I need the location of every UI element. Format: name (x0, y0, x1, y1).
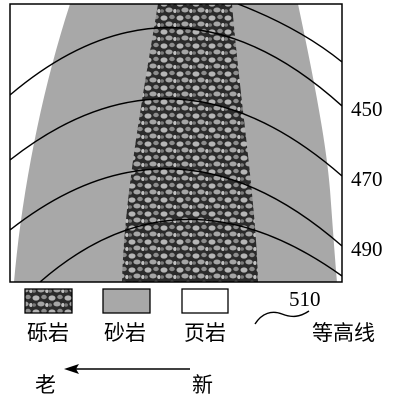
legend-contour-symbol (254, 310, 310, 325)
legend-label-contour: 等高线 (312, 321, 375, 345)
contour-line-490 (10, 168, 342, 247)
map-area (9, 3, 343, 283)
legend-label-conglomerate: 砾岩 (27, 321, 69, 345)
legend-contour-value: 510 (289, 287, 321, 311)
age-label-new: 新 (192, 373, 213, 397)
contour-line-top (237, 4, 342, 63)
contour-line-470 (10, 98, 342, 177)
legend-label-shale: 页岩 (184, 321, 226, 345)
legend-swatch-shale (181, 288, 229, 314)
age-arrow: 老 新 (35, 364, 213, 397)
legend: 砾岩 砂岩 页岩 510 等高线 (24, 287, 375, 345)
contour-line-510 (39, 218, 342, 282)
legend-swatch-sandstone (102, 288, 151, 314)
age-label-old: 老 (35, 373, 56, 397)
conglomerate-band (122, 4, 258, 282)
map-frame (9, 3, 343, 283)
legend-label-sandstone: 砂岩 (104, 321, 146, 345)
contour-label-490: 490 (351, 237, 383, 261)
legend-swatch-conglomerate (24, 288, 73, 314)
contour-label-470: 470 (351, 167, 383, 191)
contour-label-450: 450 (351, 97, 383, 121)
arrow-left-icon (64, 364, 79, 374)
contour-line-450 (10, 26, 342, 107)
